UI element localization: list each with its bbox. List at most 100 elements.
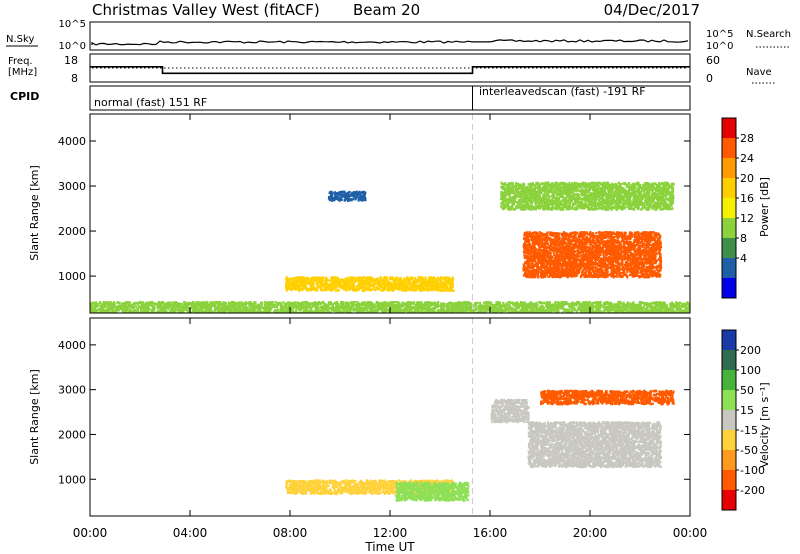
power-region-mark [609, 254, 612, 257]
power-region-mark [543, 267, 546, 270]
power-region-mark [445, 283, 448, 286]
power-region-mark [654, 239, 657, 242]
power-region-mark [320, 288, 323, 291]
power-region-mark [625, 252, 628, 255]
power-region-mark [631, 263, 634, 266]
power-region-mark [586, 262, 589, 265]
power-region-mark [557, 262, 560, 266]
power-region-mark [595, 251, 598, 254]
power-region-mark [648, 255, 651, 259]
power-region-mark [511, 185, 514, 189]
power-region-mark [378, 283, 381, 286]
power-region-mark [531, 235, 534, 238]
power-region-mark [428, 285, 432, 288]
power-region-mark [437, 282, 440, 285]
power-region-mark [594, 202, 597, 205]
power-region-mark [334, 277, 337, 280]
power-region-mark [527, 265, 530, 268]
power-region-mark [560, 234, 564, 237]
power-region-mark [438, 289, 441, 292]
power-region-mark [658, 263, 661, 266]
power-region-mark [549, 231, 552, 234]
power-region-mark [321, 279, 324, 283]
power-region-mark [555, 198, 558, 202]
power-region-mark [311, 276, 315, 279]
power-region-mark [371, 284, 374, 287]
power-region-mark [587, 261, 590, 264]
power-region-mark [542, 233, 545, 236]
power-region-mark [589, 235, 592, 238]
power-region-mark [547, 242, 550, 245]
power-region-mark [535, 231, 538, 235]
power-region-mark [362, 285, 365, 288]
power-region-mark [567, 233, 570, 237]
power-region-mark [649, 243, 652, 246]
power-region-mark [603, 273, 606, 276]
power-region-mark [339, 281, 342, 285]
power-region-mark [644, 244, 647, 247]
power-region-mark [542, 266, 545, 269]
power-region-mark [536, 265, 539, 268]
power-region-mark [613, 199, 616, 203]
power-region-mark [534, 256, 537, 259]
power-region-mark [650, 237, 653, 241]
power-region-mark [287, 284, 290, 287]
power-region-mark [636, 258, 639, 261]
power-region-mark [605, 249, 608, 252]
power-region-mark [642, 251, 645, 254]
power-region-mark [501, 200, 505, 203]
power-region-mark [534, 231, 537, 234]
power-region-mark [625, 257, 628, 260]
power-region-mark [530, 245, 533, 248]
power-region-mark [618, 253, 621, 257]
power-region-mark [549, 258, 552, 261]
power-region-mark [286, 278, 289, 281]
power-region-mark [646, 240, 649, 244]
power-region-mark [615, 264, 618, 268]
power-region-mark [596, 273, 599, 276]
power-region-mark [564, 248, 567, 251]
power-region-mark [650, 193, 653, 196]
power-region-mark [635, 264, 638, 267]
power-region-mark [584, 248, 587, 252]
power-region-mark [425, 286, 428, 289]
power-region-mark [650, 250, 653, 253]
power-region-mark [606, 249, 609, 252]
power-region-mark [579, 242, 582, 246]
power-region-mark [635, 269, 638, 272]
power-region-mark [620, 232, 624, 235]
power-region-mark [633, 266, 636, 269]
power-region-mark [537, 276, 540, 279]
power-region-mark [554, 275, 557, 278]
power-region-mark [368, 283, 371, 286]
power-region-mark [526, 240, 529, 243]
power-region-mark [638, 262, 641, 266]
power-region-mark [523, 256, 526, 260]
power-region-mark [570, 260, 573, 264]
power-region-mark [570, 196, 574, 199]
power-region-mark [533, 243, 536, 246]
power-region-mark [533, 257, 536, 261]
power-region-mark [368, 286, 371, 289]
power-region-mark [401, 279, 404, 283]
power-region-mark [553, 269, 556, 272]
power-region-mark [645, 233, 648, 237]
power-region-mark [315, 280, 318, 283]
power-region-mark [612, 267, 615, 270]
power-region-mark [632, 253, 635, 256]
power-region-mark [410, 282, 413, 285]
power-region-mark [310, 278, 313, 281]
power-region-mark [559, 208, 562, 211]
power-region-mark [569, 233, 572, 236]
power-region-mark [372, 285, 375, 288]
power-region-mark [536, 263, 539, 266]
freq-tick-top: 18 [64, 54, 78, 67]
power-region-mark [640, 250, 643, 253]
power-region-mark [614, 193, 617, 196]
power-region-mark [528, 248, 531, 251]
power-region-mark [582, 238, 585, 241]
power-region-mark [591, 264, 594, 267]
power-region-mark [567, 194, 570, 197]
power-region-mark [336, 280, 339, 283]
power-region-mark [523, 237, 526, 241]
